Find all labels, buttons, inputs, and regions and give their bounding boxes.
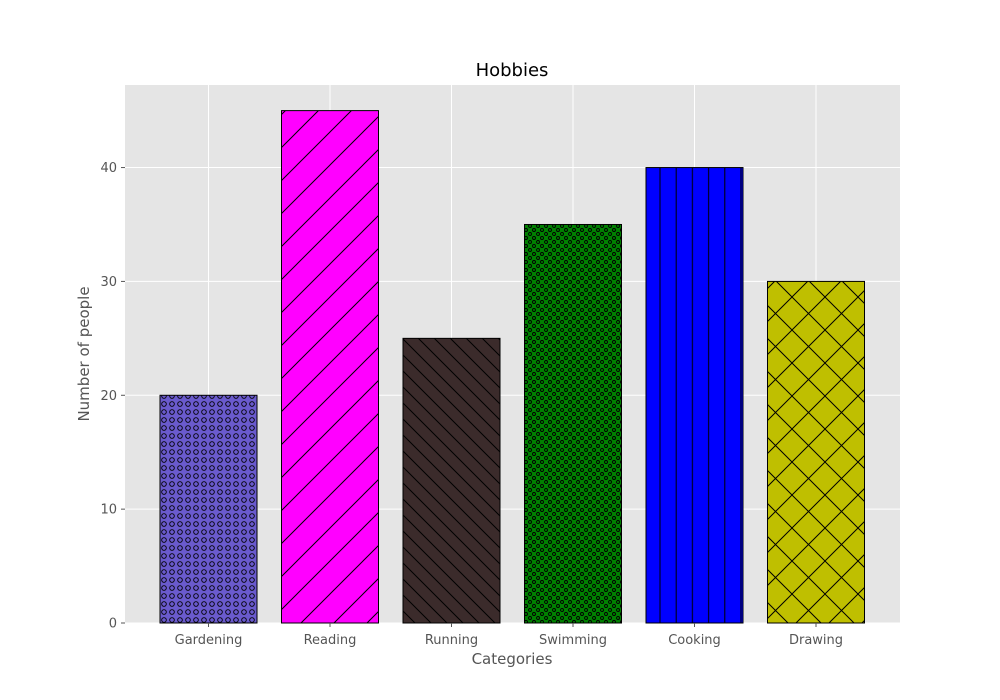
x-tick-label: Gardening [175, 633, 243, 648]
bar-reading [281, 110, 379, 624]
y-axis-label: Number of people [75, 286, 93, 421]
bar-cooking [645, 167, 744, 624]
bar-swimming [524, 223, 622, 624]
chart-title: Hobbies [476, 60, 549, 81]
y-axis-ticks: 0 10 20 30 40 [100, 161, 125, 632]
y-tick-label: 20 [100, 389, 117, 404]
x-tick-label: Cooking [668, 633, 721, 648]
x-tick-label: Swimming [539, 633, 607, 648]
x-axis-ticks: Gardening Reading Running Swimming Cooking Dr… [175, 623, 843, 648]
x-axis-label: Categories [472, 650, 553, 668]
x-tick-label: Drawing [789, 633, 843, 648]
bar-gardening [159, 394, 258, 624]
bar-running [402, 337, 501, 624]
y-tick-label: 30 [100, 275, 117, 290]
bar-drawing [767, 280, 865, 624]
x-tick-label: Running [425, 633, 478, 648]
y-tick-label: 0 [109, 617, 117, 632]
y-tick-label: 40 [100, 161, 117, 176]
y-tick-label: 10 [100, 503, 117, 518]
x-tick-label: Reading [304, 633, 357, 648]
bars [159, 110, 865, 624]
